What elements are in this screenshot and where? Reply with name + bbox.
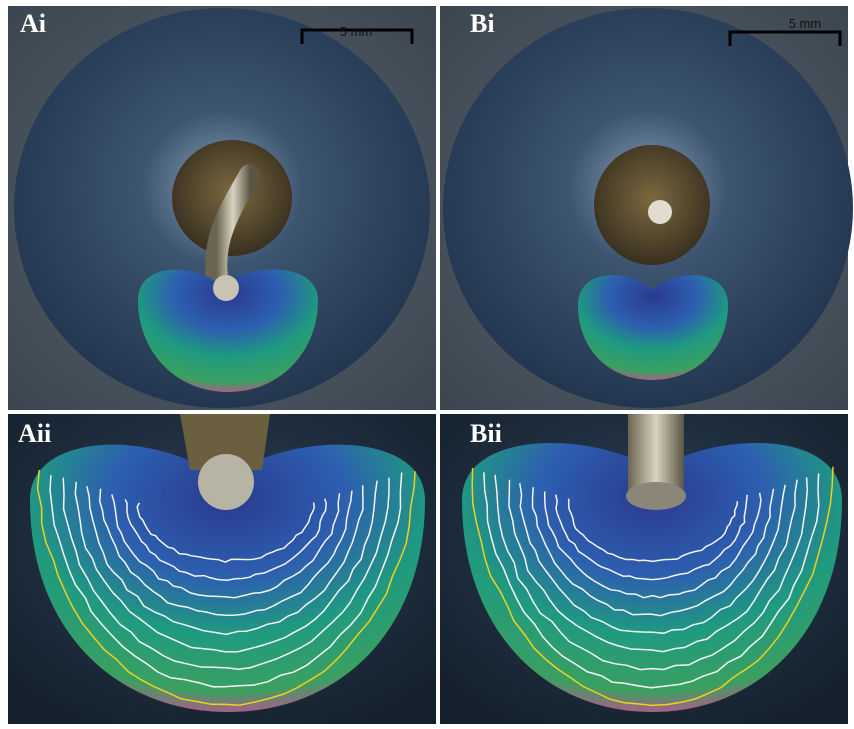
panel-bii: Bii	[440, 414, 848, 724]
figure: 5 mm Ai 5 mm Bi Aii Bii	[0, 0, 854, 729]
page: 5 mm Ai 5 mm Bi Aii Bii (() => { const d…	[0, 0, 854, 729]
panel-label: Bii	[470, 419, 502, 448]
panel-label: Ai	[20, 9, 46, 38]
scale-bar-label: 5 mm	[340, 24, 373, 39]
panel-label: Aii	[18, 419, 51, 448]
scale-bar-label: 5 mm	[789, 16, 822, 31]
panel-ai: 5 mm Ai	[8, 6, 436, 410]
panel-aii: Aii	[8, 414, 436, 724]
panel-label: Bi	[470, 9, 495, 38]
panel-bi: 5 mm Bi	[440, 6, 853, 410]
